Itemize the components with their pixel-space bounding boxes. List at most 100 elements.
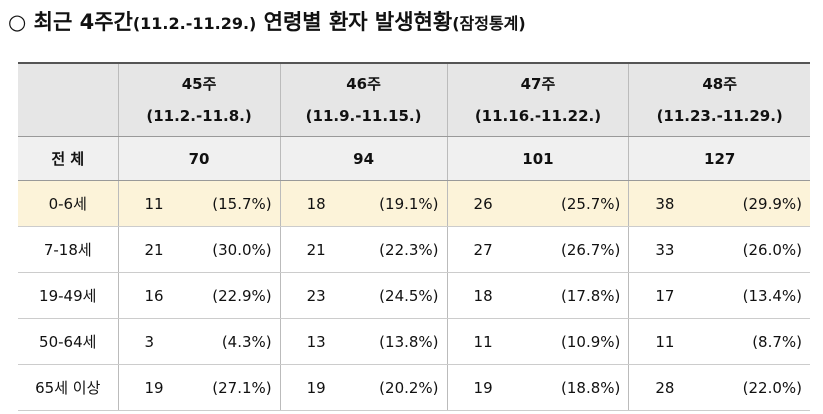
count: 19 xyxy=(473,378,493,397)
percent: (18.8%) xyxy=(561,378,621,397)
count: 33 xyxy=(655,240,675,259)
percent: (4.3%) xyxy=(221,332,272,351)
data-cell: 3 (4.3%) xyxy=(117,318,281,365)
week-period: (11.23.-11.29.) xyxy=(656,107,783,125)
data-cell: 11 (15.7%) xyxy=(117,180,281,227)
title-period: (11.2.-11.29.) xyxy=(132,14,257,33)
count: 11 xyxy=(473,332,493,351)
count: 28 xyxy=(655,378,675,397)
percent: (24.5%) xyxy=(379,286,439,305)
percent: (22.3%) xyxy=(379,240,439,259)
week-label: 47주 xyxy=(520,75,556,93)
count: 16 xyxy=(144,286,164,305)
cell-content: 38 (29.9%) xyxy=(629,195,810,213)
cell-content: 21 (30.0%) xyxy=(119,241,280,259)
percent: (13.4%) xyxy=(742,286,802,305)
percent: (15.7%) xyxy=(212,194,272,213)
count: 17 xyxy=(655,286,675,305)
total-row: 전 체 70 94 101 127 xyxy=(18,136,810,181)
count: 13 xyxy=(306,332,326,351)
cell-content: 23 (24.5%) xyxy=(281,287,447,305)
week-label: 48주 xyxy=(702,75,738,93)
percent: (26.0%) xyxy=(742,240,802,259)
bullet: ○ xyxy=(8,10,27,34)
percent: (29.9%) xyxy=(742,194,802,213)
percent: (19.1%) xyxy=(379,194,439,213)
percent: (25.7%) xyxy=(561,194,621,213)
count: 26 xyxy=(473,194,493,213)
data-cell: 16 (22.9%) xyxy=(117,272,281,319)
cell-content: 19 (27.1%) xyxy=(119,379,280,397)
row-label: 50-64세 xyxy=(18,318,118,365)
cell-content: 17 (13.4%) xyxy=(629,287,810,305)
header-cell: 46주 (11.9.-11.15.) xyxy=(279,62,448,137)
percent: (8.7%) xyxy=(752,332,802,351)
data-row: 65세 이상 19 (27.1%) 19 (20.2%) 19 (18.8%) 28 (22.0… xyxy=(18,364,810,411)
cell-content: 11 (15.7%) xyxy=(119,195,280,213)
data-row: 7-18세 21 (30.0%) 21 (22.3%) 27 (26.7%) 33 (26.0%… xyxy=(18,226,810,273)
row-label: 전 체 xyxy=(18,136,118,181)
data-cell: 18 (17.8%) xyxy=(446,272,629,319)
cell-content: 33 (26.0%) xyxy=(629,241,810,259)
data-cell: 19 (27.1%) xyxy=(117,364,281,411)
percent: (22.0%) xyxy=(742,378,802,397)
count: 18 xyxy=(306,194,326,213)
total-cell: 70 xyxy=(117,136,281,181)
row-label: 7-18세 xyxy=(18,226,118,273)
count: 27 xyxy=(473,240,493,259)
cell-content: 11 (8.7%) xyxy=(629,333,810,351)
week-period: (11.2.-11.8.) xyxy=(146,107,252,125)
data-cell: 28 (22.0%) xyxy=(628,364,810,411)
week-label: 45주 xyxy=(181,75,217,93)
count: 21 xyxy=(144,240,164,259)
header-cell: 45주 (11.2.-11.8.) xyxy=(117,62,281,137)
cell-content: 18 (19.1%) xyxy=(281,195,447,213)
data-cell: 19 (18.8%) xyxy=(446,364,629,411)
percent: (26.7%) xyxy=(561,240,621,259)
title: ○ 최근 4주간(11.2.-11.29.) 연령별 환자 발생현황(잠정통계) xyxy=(8,6,526,36)
data-cell: 38 (29.9%) xyxy=(628,180,810,227)
week-period: (11.9.-11.15.) xyxy=(305,107,422,125)
cell-content: 19 (20.2%) xyxy=(281,379,447,397)
percent: (22.9%) xyxy=(212,286,272,305)
total-cell: 94 xyxy=(279,136,448,181)
data-cell: 21 (30.0%) xyxy=(117,226,281,273)
count: 11 xyxy=(144,194,164,213)
count: 19 xyxy=(306,378,326,397)
data-row: 0-6세 11 (15.7%) 18 (19.1%) 26 (25.7%) 38 (29.9%) xyxy=(18,180,810,227)
week-period: (11.16.-11.22.) xyxy=(474,107,602,125)
row-label: 0-6세 xyxy=(18,180,118,227)
percent: (30.0%) xyxy=(212,240,272,259)
count: 19 xyxy=(144,378,164,397)
data-cell: 11 (10.9%) xyxy=(446,318,629,365)
cell-content: 21 (22.3%) xyxy=(281,241,447,259)
cell-content: 13 (13.8%) xyxy=(281,333,447,351)
data-cell: 17 (13.4%) xyxy=(628,272,810,319)
total-cell: 127 xyxy=(628,136,810,181)
data-cell: 27 (26.7%) xyxy=(446,226,629,273)
data-row: 50-64세 3 (4.3%) 13 (13.8%) 11 (10.9%) 11 (8.7%) xyxy=(18,318,810,365)
total-cell: 101 xyxy=(446,136,629,181)
data-cell: 19 (20.2%) xyxy=(279,364,448,411)
cell-content: 19 (18.8%) xyxy=(448,379,629,397)
cell-content: 27 (26.7%) xyxy=(448,241,629,259)
row-label: 65세 이상 xyxy=(18,364,118,411)
header-cell: 48주 (11.23.-11.29.) xyxy=(628,62,810,137)
count: 23 xyxy=(306,286,326,305)
data-cell: 11 (8.7%) xyxy=(628,318,810,365)
table: 45주 (11.2.-11.8.) 46주 (11.9.-11.15.) 47주 (11.… xyxy=(18,62,810,411)
row-label: 19-49세 xyxy=(18,272,118,319)
percent: (17.8%) xyxy=(561,286,621,305)
title-main: 최근 4주간 xyxy=(33,10,133,34)
data-row: 19-49세 16 (22.9%) 23 (24.5%) 18 (17.8%) 17 (13.4… xyxy=(18,272,810,319)
cell-content: 28 (22.0%) xyxy=(629,379,810,397)
count: 18 xyxy=(473,286,493,305)
percent: (13.8%) xyxy=(379,332,439,351)
data-cell: 13 (13.8%) xyxy=(279,318,448,365)
data-cell: 23 (24.5%) xyxy=(279,272,448,319)
data-cell: 26 (25.7%) xyxy=(446,180,629,227)
header-row: 45주 (11.2.-11.8.) 46주 (11.9.-11.15.) 47주 (11.… xyxy=(18,62,810,137)
data-cell: 21 (22.3%) xyxy=(279,226,448,273)
count: 11 xyxy=(655,332,675,351)
